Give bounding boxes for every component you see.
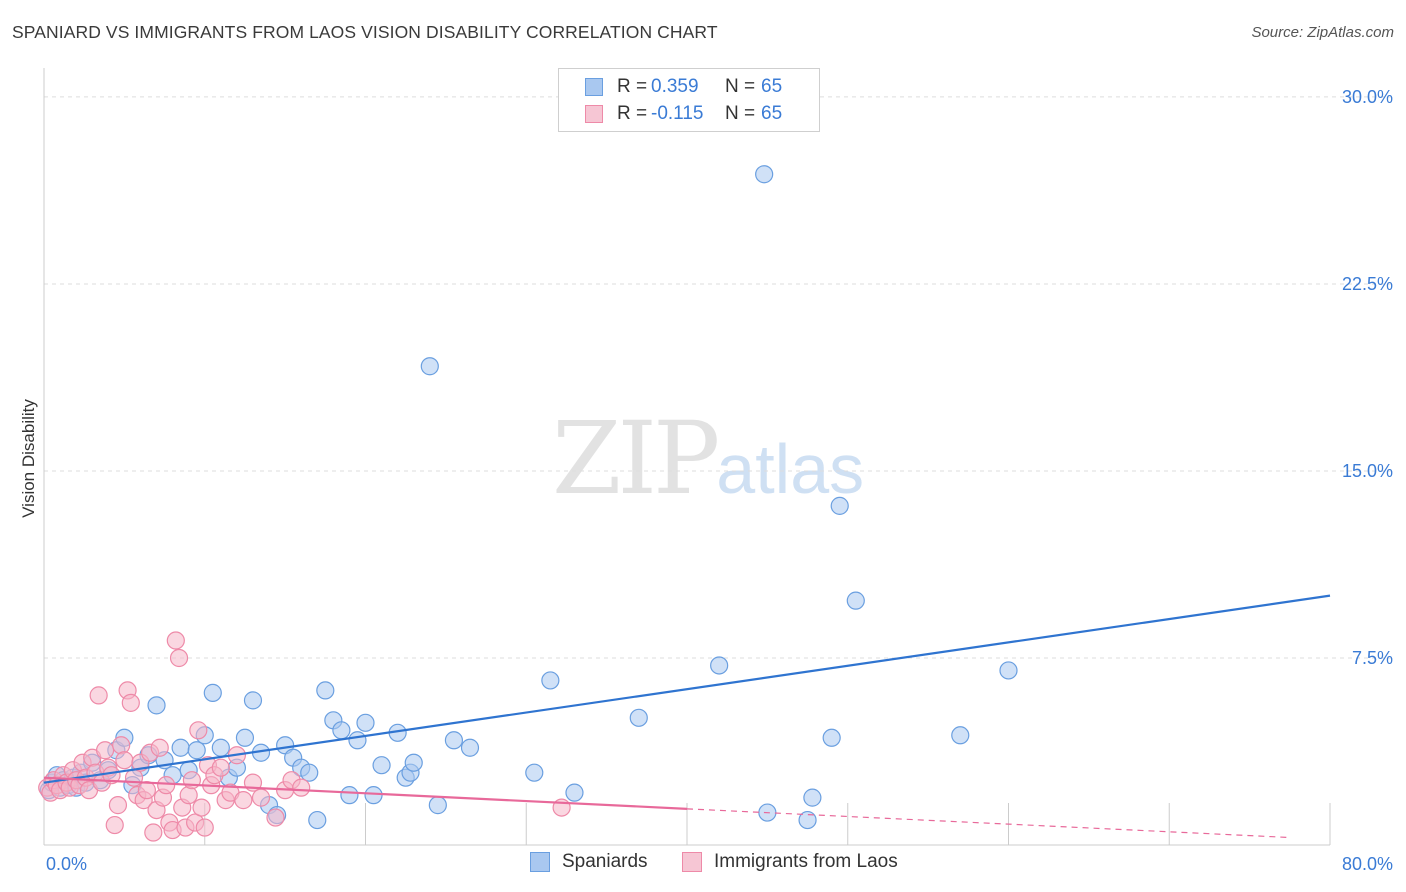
series-legend-laos[interactable]: Immigrants from Laos <box>682 851 898 873</box>
spaniard-point <box>340 786 359 805</box>
laos-point <box>95 741 115 760</box>
laos-point <box>108 796 128 815</box>
laos-point <box>112 736 131 755</box>
laos-point <box>292 778 311 797</box>
spaniard-point <box>525 763 544 782</box>
spaniard-point <box>171 738 190 757</box>
source-credit: Source: ZipAtlas.com <box>1251 24 1394 41</box>
spaniard-point <box>755 165 774 184</box>
spaniard-point <box>629 708 648 727</box>
spaniard-point <box>420 357 439 376</box>
legend-row-spaniards: R = 0.359 N = 65 <box>585 74 782 100</box>
laos-point <box>195 818 214 837</box>
x-tick-label: 80.0% <box>1342 854 1393 874</box>
laos-point <box>115 751 134 770</box>
laos-point <box>211 758 230 777</box>
legend-r-value: 0.359 <box>651 76 699 97</box>
legend-n-label: N = <box>725 103 756 124</box>
correlation-legend: R = 0.359 N = 65 R = -0.115 N = 65 <box>558 68 820 132</box>
spaniard-point <box>798 810 817 830</box>
x-tick-label: 0.0% <box>46 854 87 874</box>
spaniard-point <box>147 696 166 715</box>
spaniard-point <box>710 656 729 675</box>
spaniard-point <box>348 731 367 750</box>
spaniards-series <box>39 165 1018 830</box>
spaniard-point <box>316 681 335 700</box>
spaniard-point <box>300 763 319 782</box>
spaniard-point <box>460 738 480 757</box>
laos-point <box>251 788 271 807</box>
spaniard-point <box>332 721 351 740</box>
spaniard-point <box>364 786 383 805</box>
spaniard-point <box>822 728 841 747</box>
laos-point <box>169 648 189 668</box>
spaniard-point <box>372 756 391 775</box>
legend-swatch-pink <box>585 105 603 123</box>
legend-swatch-blue <box>585 78 603 96</box>
watermark-zip: ZIP <box>552 400 720 517</box>
spaniards-trend-line <box>43 594 1331 784</box>
series-swatch-pink <box>682 852 702 872</box>
watermark: ZIPatlas <box>552 400 864 517</box>
laos-point <box>150 738 169 757</box>
legend-r-value: -0.115 <box>651 103 704 124</box>
laos-point <box>234 791 253 810</box>
spaniard-point <box>187 741 206 760</box>
spaniard-point <box>830 496 849 515</box>
series-swatch-blue <box>530 852 550 872</box>
spaniard-point <box>356 713 375 732</box>
laos-point <box>266 808 285 827</box>
chart-title: SPANIARD VS IMMIGRANTS FROM LAOS VISION … <box>12 22 718 42</box>
laos-point <box>137 781 156 800</box>
spaniard-point <box>308 810 327 830</box>
laos-point <box>144 823 163 842</box>
spaniard-point <box>565 783 584 802</box>
laos-point <box>105 815 124 835</box>
laos-series <box>38 631 571 842</box>
legend-r-label: R = <box>617 76 648 97</box>
y-tick-label: 7.5% <box>1352 648 1393 668</box>
spaniard-point <box>211 738 230 757</box>
laos-point <box>89 686 108 705</box>
spaniard-point <box>999 661 1018 680</box>
spaniard-point <box>203 683 222 702</box>
spaniard-point <box>444 731 464 750</box>
y-tick-label: 30.0% <box>1342 87 1393 107</box>
laos-point <box>192 798 211 817</box>
laos-point <box>157 776 176 795</box>
spaniard-point <box>846 591 865 610</box>
series-legend-spaniards[interactable]: Spaniards <box>530 851 648 873</box>
spaniard-point <box>404 753 423 772</box>
series-label-spaniards: Spaniards <box>562 851 648 872</box>
spaniard-point <box>951 726 970 745</box>
laos-point <box>189 721 208 740</box>
laos-trend-line-extrapolated <box>686 808 1290 839</box>
y-axis-label: Vision Disability <box>19 399 38 518</box>
spaniard-point <box>803 788 822 807</box>
y-tick-label: 22.5% <box>1342 274 1393 294</box>
legend-n-value: 65 <box>761 76 783 97</box>
spaniard-point <box>243 691 263 710</box>
spaniard-point <box>235 728 255 747</box>
legend-r-label: R = <box>617 103 648 124</box>
watermark-atlas: atlas <box>716 430 865 508</box>
series-label-laos: Immigrants from Laos <box>714 851 898 872</box>
series-legend: Spaniards Immigrants from Laos <box>0 851 1406 877</box>
y-tick-label: 15.0% <box>1342 461 1393 481</box>
laos-point <box>179 786 198 805</box>
laos-point <box>121 693 140 712</box>
legend-n-value: 65 <box>761 103 783 124</box>
spaniard-point <box>541 671 560 690</box>
laos-trend-line <box>43 776 688 810</box>
legend-row-laos: R = -0.115 N = 65 <box>585 101 782 127</box>
laos-point <box>166 631 185 650</box>
spaniard-point <box>428 796 447 815</box>
legend-n-label: N = <box>725 76 756 97</box>
